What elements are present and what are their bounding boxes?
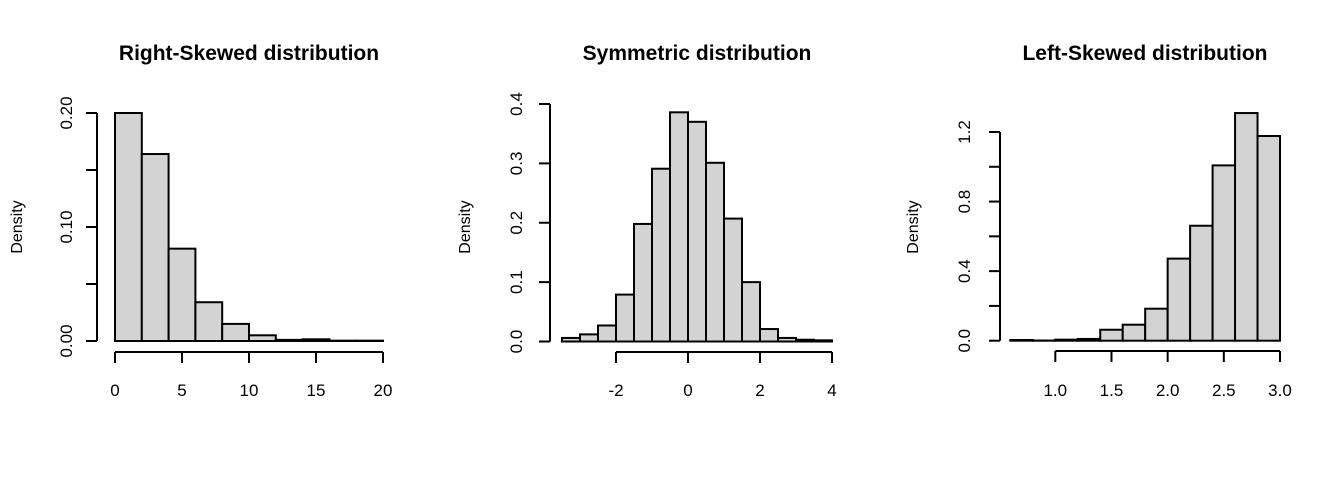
histogram-bar xyxy=(1054,338,1079,342)
y-axis-label: Density xyxy=(457,200,474,253)
histogram-panel-3: Left-Skewed distribution Density 0.0 0.4 0.8… xyxy=(905,42,1292,400)
histogram-bar xyxy=(651,167,671,343)
y-axis-label: Density xyxy=(9,200,26,253)
histogram-bar xyxy=(114,112,143,342)
chart-title: Right-Skewed distribution xyxy=(119,42,379,65)
x-tick-label: 1.5 xyxy=(1100,381,1124,400)
y-tick-label: 0.3 xyxy=(507,152,526,176)
x-tick-label: 2.5 xyxy=(1212,381,1236,400)
histogram-bar xyxy=(597,324,617,343)
x-tick-label: 2.0 xyxy=(1156,381,1180,400)
histogram-bar xyxy=(1189,224,1214,342)
histogram-bar xyxy=(167,247,197,342)
histogram-bar xyxy=(274,338,304,342)
histogram-bar xyxy=(795,338,815,343)
histogram-bar xyxy=(777,336,797,343)
histogram-bar xyxy=(1009,339,1034,342)
histogram-bar xyxy=(669,111,689,343)
y-tick-label: 0.0 xyxy=(955,329,974,353)
histogram-bar xyxy=(1099,328,1124,342)
histogram-panel-1: Right-Skewed distribution Density 0.00 0.10… xyxy=(9,42,392,400)
histogram-bar xyxy=(1256,135,1282,342)
histogram-bar xyxy=(705,161,725,343)
histogram-bar xyxy=(561,336,581,343)
histogram-bar xyxy=(301,338,331,343)
histogram-bar xyxy=(813,339,833,343)
histogram-bar xyxy=(633,222,653,343)
y-tick-label: 0.20 xyxy=(57,96,76,129)
histogram-bar xyxy=(687,120,707,343)
y-tick-label: 0.10 xyxy=(57,210,76,243)
histogram-bar xyxy=(1121,323,1147,342)
y-axis-label: Density xyxy=(905,200,922,253)
histogram-bar xyxy=(1166,257,1192,342)
chart-title: Left-Skewed distribution xyxy=(1022,42,1267,65)
histogram-bar xyxy=(1144,307,1169,342)
x-tick-label: 2 xyxy=(755,381,764,400)
chart-title: Symmetric distribution xyxy=(583,42,812,65)
histogram-bar xyxy=(194,301,224,342)
x-tick-label: 20 xyxy=(374,381,393,400)
y-tick-label: 0.4 xyxy=(955,259,974,283)
y-tick-label: 0.2 xyxy=(507,211,526,235)
x-tick-label: -2 xyxy=(608,381,623,400)
histogram-bar xyxy=(1076,337,1102,342)
histogram-bar xyxy=(759,328,779,343)
x-tick-label: 10 xyxy=(240,381,259,400)
histogram-bar xyxy=(579,333,599,343)
x-tick-label: 4 xyxy=(827,381,836,400)
x-tick-label: 3.0 xyxy=(1268,381,1292,400)
x-tick-label: 5 xyxy=(177,381,186,400)
histogram-panel-2: Symmetric distribution Density 0.0 0.1 0.2 0.… xyxy=(457,42,837,400)
histogram-bar xyxy=(615,293,635,343)
x-tick-label: 0 xyxy=(683,381,692,400)
histogram-bar xyxy=(140,153,170,342)
y-tick-label: 0.8 xyxy=(955,190,974,214)
y-tick-label: 0.4 xyxy=(507,92,526,116)
histogram-bar xyxy=(723,217,743,343)
y-tick-label: 0.00 xyxy=(57,324,76,357)
histogram-bar xyxy=(741,281,761,343)
x-tick-label: 1.0 xyxy=(1043,381,1067,400)
histogram-bar xyxy=(1234,112,1259,342)
y-tick-label: 0.0 xyxy=(507,330,526,354)
y-tick-label: 0.1 xyxy=(507,270,526,294)
y-tick-label: 1.2 xyxy=(955,120,974,144)
x-tick-label: 15 xyxy=(307,381,326,400)
histogram-bar xyxy=(221,322,250,342)
histogram-bar xyxy=(248,334,277,342)
histogram-bar xyxy=(1211,164,1237,342)
x-tick-label: 0 xyxy=(110,381,119,400)
